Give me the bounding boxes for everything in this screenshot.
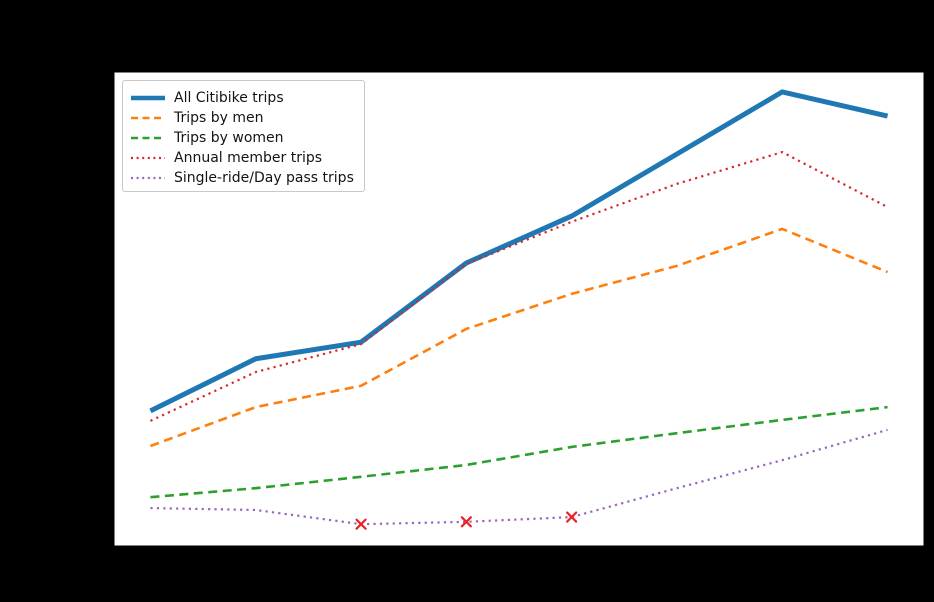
legend-item-trips-by-men: Trips by men	[131, 108, 354, 128]
x-marker-icon	[566, 511, 578, 523]
legend-label: All Citibike trips	[174, 90, 284, 106]
series-line-all-citibike-trips	[149, 89, 889, 414]
dotted-line-swatch-icon	[131, 156, 165, 160]
series-line-trips-by-men	[149, 227, 889, 448]
legend: All Citibike trips Trips by men Trips by…	[122, 80, 365, 192]
legend-label: Annual member trips	[174, 150, 323, 166]
legend-item-annual-member-trips: Annual member trips	[131, 148, 354, 168]
legend-item-single-ride-trips: Single-ride/Day pass trips	[131, 168, 354, 188]
legend-label: Trips by women	[174, 130, 284, 146]
dotted-line-swatch-icon	[131, 176, 165, 180]
x-marker-icon	[355, 518, 367, 530]
legend-item-all-trips: All Citibike trips	[131, 88, 354, 108]
dashed-line-swatch-icon	[131, 136, 165, 140]
legend-item-trips-by-women: Trips by women	[131, 128, 354, 148]
x-marker-icon	[460, 516, 472, 528]
series-line-single-ride-day-pass-trips	[150, 428, 888, 526]
dashed-line-swatch-icon	[131, 116, 165, 120]
legend-label: Trips by men	[174, 110, 264, 126]
legend-label: Single-ride/Day pass trips	[174, 170, 354, 186]
solid-line-swatch-icon	[131, 95, 165, 101]
series-line-trips-by-women	[150, 405, 888, 499]
